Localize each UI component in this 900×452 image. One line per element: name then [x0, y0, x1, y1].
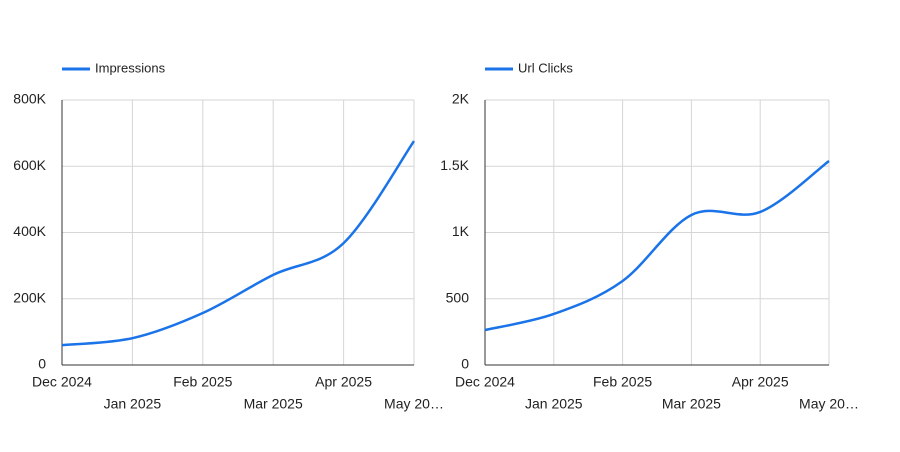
series-line	[484, 159, 830, 332]
x-tick-label: Feb 2025	[173, 374, 232, 390]
x-tick-label: May 20…	[384, 396, 444, 412]
chart: 0 200K 400K 600K 800K Dec 2024 Jan 2025 Feb 202…	[13, 60, 444, 411]
x-tick-label: Mar 2025	[244, 396, 303, 412]
x-tick-label: Apr 2025	[732, 374, 789, 390]
y-tick-label: 400K	[13, 223, 46, 239]
y-tick-label: 1.5K	[440, 157, 469, 173]
y-tick-label: 1K	[452, 223, 470, 239]
y-tick-label: 800K	[13, 91, 46, 107]
y-tick-label: 600K	[13, 157, 46, 173]
series-line	[61, 140, 416, 347]
x-tick-label: Dec 2024	[455, 374, 515, 390]
x-tick-label: Jan 2025	[525, 396, 583, 412]
legend-label: Url Clicks	[518, 60, 573, 75]
y-tick-label: 0	[461, 356, 469, 372]
y-tick-label: 200K	[13, 289, 46, 305]
x-tick-label: Mar 2025	[662, 396, 721, 412]
chart: 0 500 1K 1.5K 2K Dec 2024 Jan 2025 Feb 2025 Mar …	[440, 60, 859, 411]
y-tick-label: 2K	[452, 91, 470, 107]
y-tick-label: 500	[446, 289, 470, 305]
legend-label: Impressions	[95, 60, 166, 75]
x-tick-label: Apr 2025	[315, 374, 372, 390]
x-tick-label: Feb 2025	[593, 374, 652, 390]
y-tick-label: 0	[38, 356, 46, 372]
x-tick-label: Jan 2025	[104, 396, 162, 412]
x-tick-label: May 20…	[799, 396, 859, 412]
x-tick-label: Dec 2024	[32, 374, 92, 390]
